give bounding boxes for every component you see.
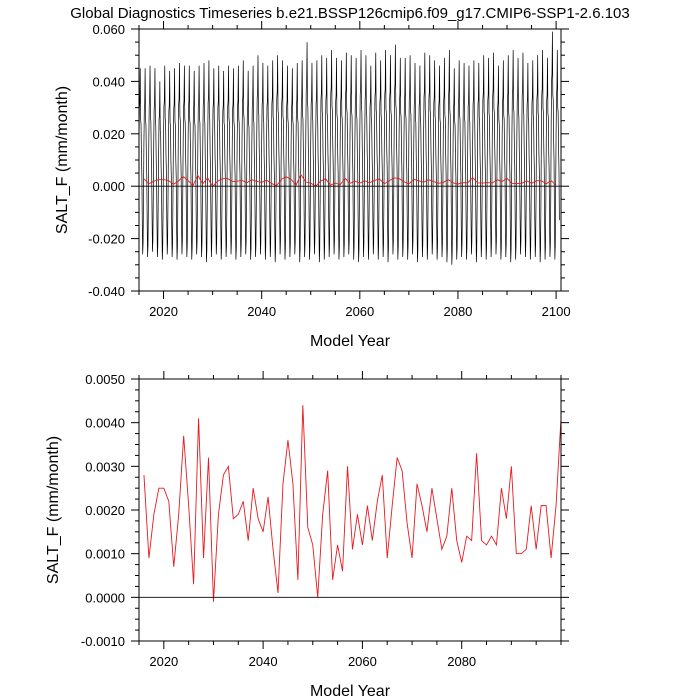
y-tick-label: -0.0010 <box>81 634 125 649</box>
x-tick-label: 2080 <box>443 304 472 319</box>
x-tick-label: 2040 <box>249 654 278 669</box>
y-tick-label: 0.0050 <box>85 372 125 387</box>
x-tick-label: 2080 <box>447 654 476 669</box>
y-axis-label: SALT_F (mm/month) <box>54 86 71 234</box>
y-tick-label: 0.0010 <box>85 547 125 562</box>
y-tick-label: 0.0040 <box>85 416 125 431</box>
x-axis-label: Model Year <box>310 683 391 700</box>
x-tick-label: 2060 <box>348 654 377 669</box>
y-tick-label: 0.0000 <box>85 590 125 605</box>
series-annual-mean-line <box>143 405 562 602</box>
y-tick-label: -0.040 <box>88 284 125 299</box>
y-axis-label: SALT_F (mm/month) <box>45 436 62 584</box>
x-tick-label: 2060 <box>345 304 374 319</box>
x-tick-label: 2020 <box>149 304 178 319</box>
series-monthly-line <box>138 31 560 265</box>
timeseries-panel-annual: 2020 2040 2060 2080 -0.0010 0.0000 0.0010 0.002… <box>45 371 569 700</box>
x-axis-label: Model Year <box>310 333 391 350</box>
y-tick-label: 0.060 <box>92 22 125 37</box>
timeseries-panel-monthly: 2020 2040 2060 2080 2100 -0.040 -0.020 0.000 0.0… <box>54 21 571 350</box>
y-tick-label: 0.000 <box>92 179 125 194</box>
y-tick-label: 0.020 <box>92 127 125 142</box>
x-tick-label: 2040 <box>247 304 276 319</box>
x-tick-label: 2100 <box>542 304 571 319</box>
y-tick-label: 0.0030 <box>85 459 125 474</box>
x-tick-label: 2020 <box>149 654 178 669</box>
y-tick-label: -0.020 <box>88 232 125 247</box>
figure-title: Global Diagnostics Timeseries b.e21.BSSP… <box>70 5 629 22</box>
y-tick-label: 0.040 <box>92 74 125 89</box>
y-tick-label: 0.0020 <box>85 503 125 518</box>
